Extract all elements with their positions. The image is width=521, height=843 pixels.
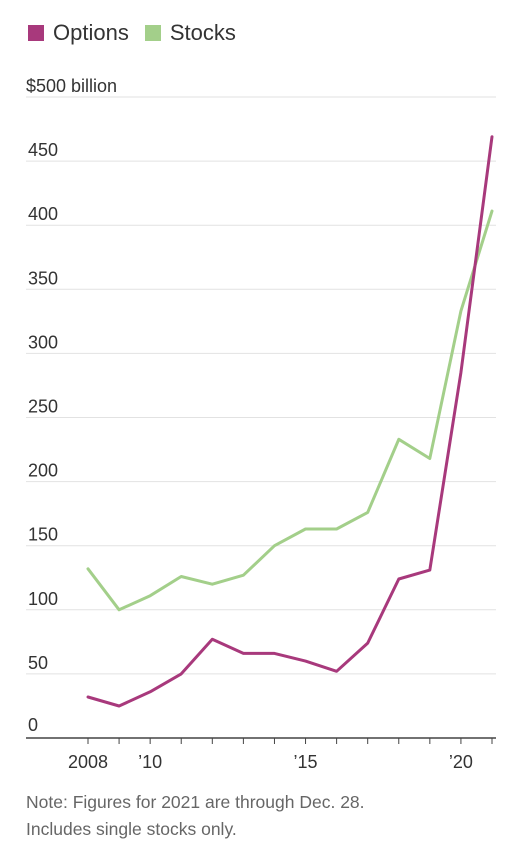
- y-tick-label-250: 250: [28, 397, 58, 417]
- options-legend-label: Options: [53, 20, 129, 45]
- stocks-legend-swatch: [144, 25, 161, 41]
- stocks-series-line: [86, 209, 494, 612]
- y-tick-label-100: 100: [28, 589, 58, 609]
- x-tick-label-2020: ’20: [449, 752, 473, 772]
- y-tick-label-450: 450: [28, 140, 58, 160]
- y-tick-label-200: 200: [28, 461, 58, 481]
- legend-item-options: Options: [28, 20, 129, 46]
- y-tick-label-0: 0: [28, 715, 38, 735]
- y-tick-label-150: 150: [28, 525, 58, 545]
- chart-note: Note: Figures for 2021 are through Dec. …: [26, 789, 365, 843]
- options-series-line: [86, 135, 494, 708]
- note-line-2: Includes single stocks only.: [26, 819, 237, 839]
- y-tick-label-300: 300: [28, 332, 58, 352]
- y-tick-label-350: 350: [28, 268, 58, 288]
- x-tick-label-2010: ’10: [138, 752, 162, 772]
- y-axis-label: $500 billion: [26, 76, 117, 96]
- y-tick-label-400: 400: [28, 204, 58, 224]
- chart-legend: Options Stocks: [28, 18, 236, 48]
- x-tick-label-2008: 2008: [68, 752, 108, 772]
- legend-item-stocks: Stocks: [144, 20, 236, 46]
- x-tick-label-2015: ’15: [294, 752, 318, 772]
- note-line-1: Note: Figures for 2021 are through Dec. …: [26, 792, 365, 812]
- y-tick-label-50: 50: [28, 653, 48, 673]
- stocks-legend-label: Stocks: [169, 20, 236, 45]
- line-chart: 0 50 100 150 200 250 300 350 400 450 $500 billion 2…: [26, 76, 496, 772]
- options-legend-swatch: [28, 25, 44, 41]
